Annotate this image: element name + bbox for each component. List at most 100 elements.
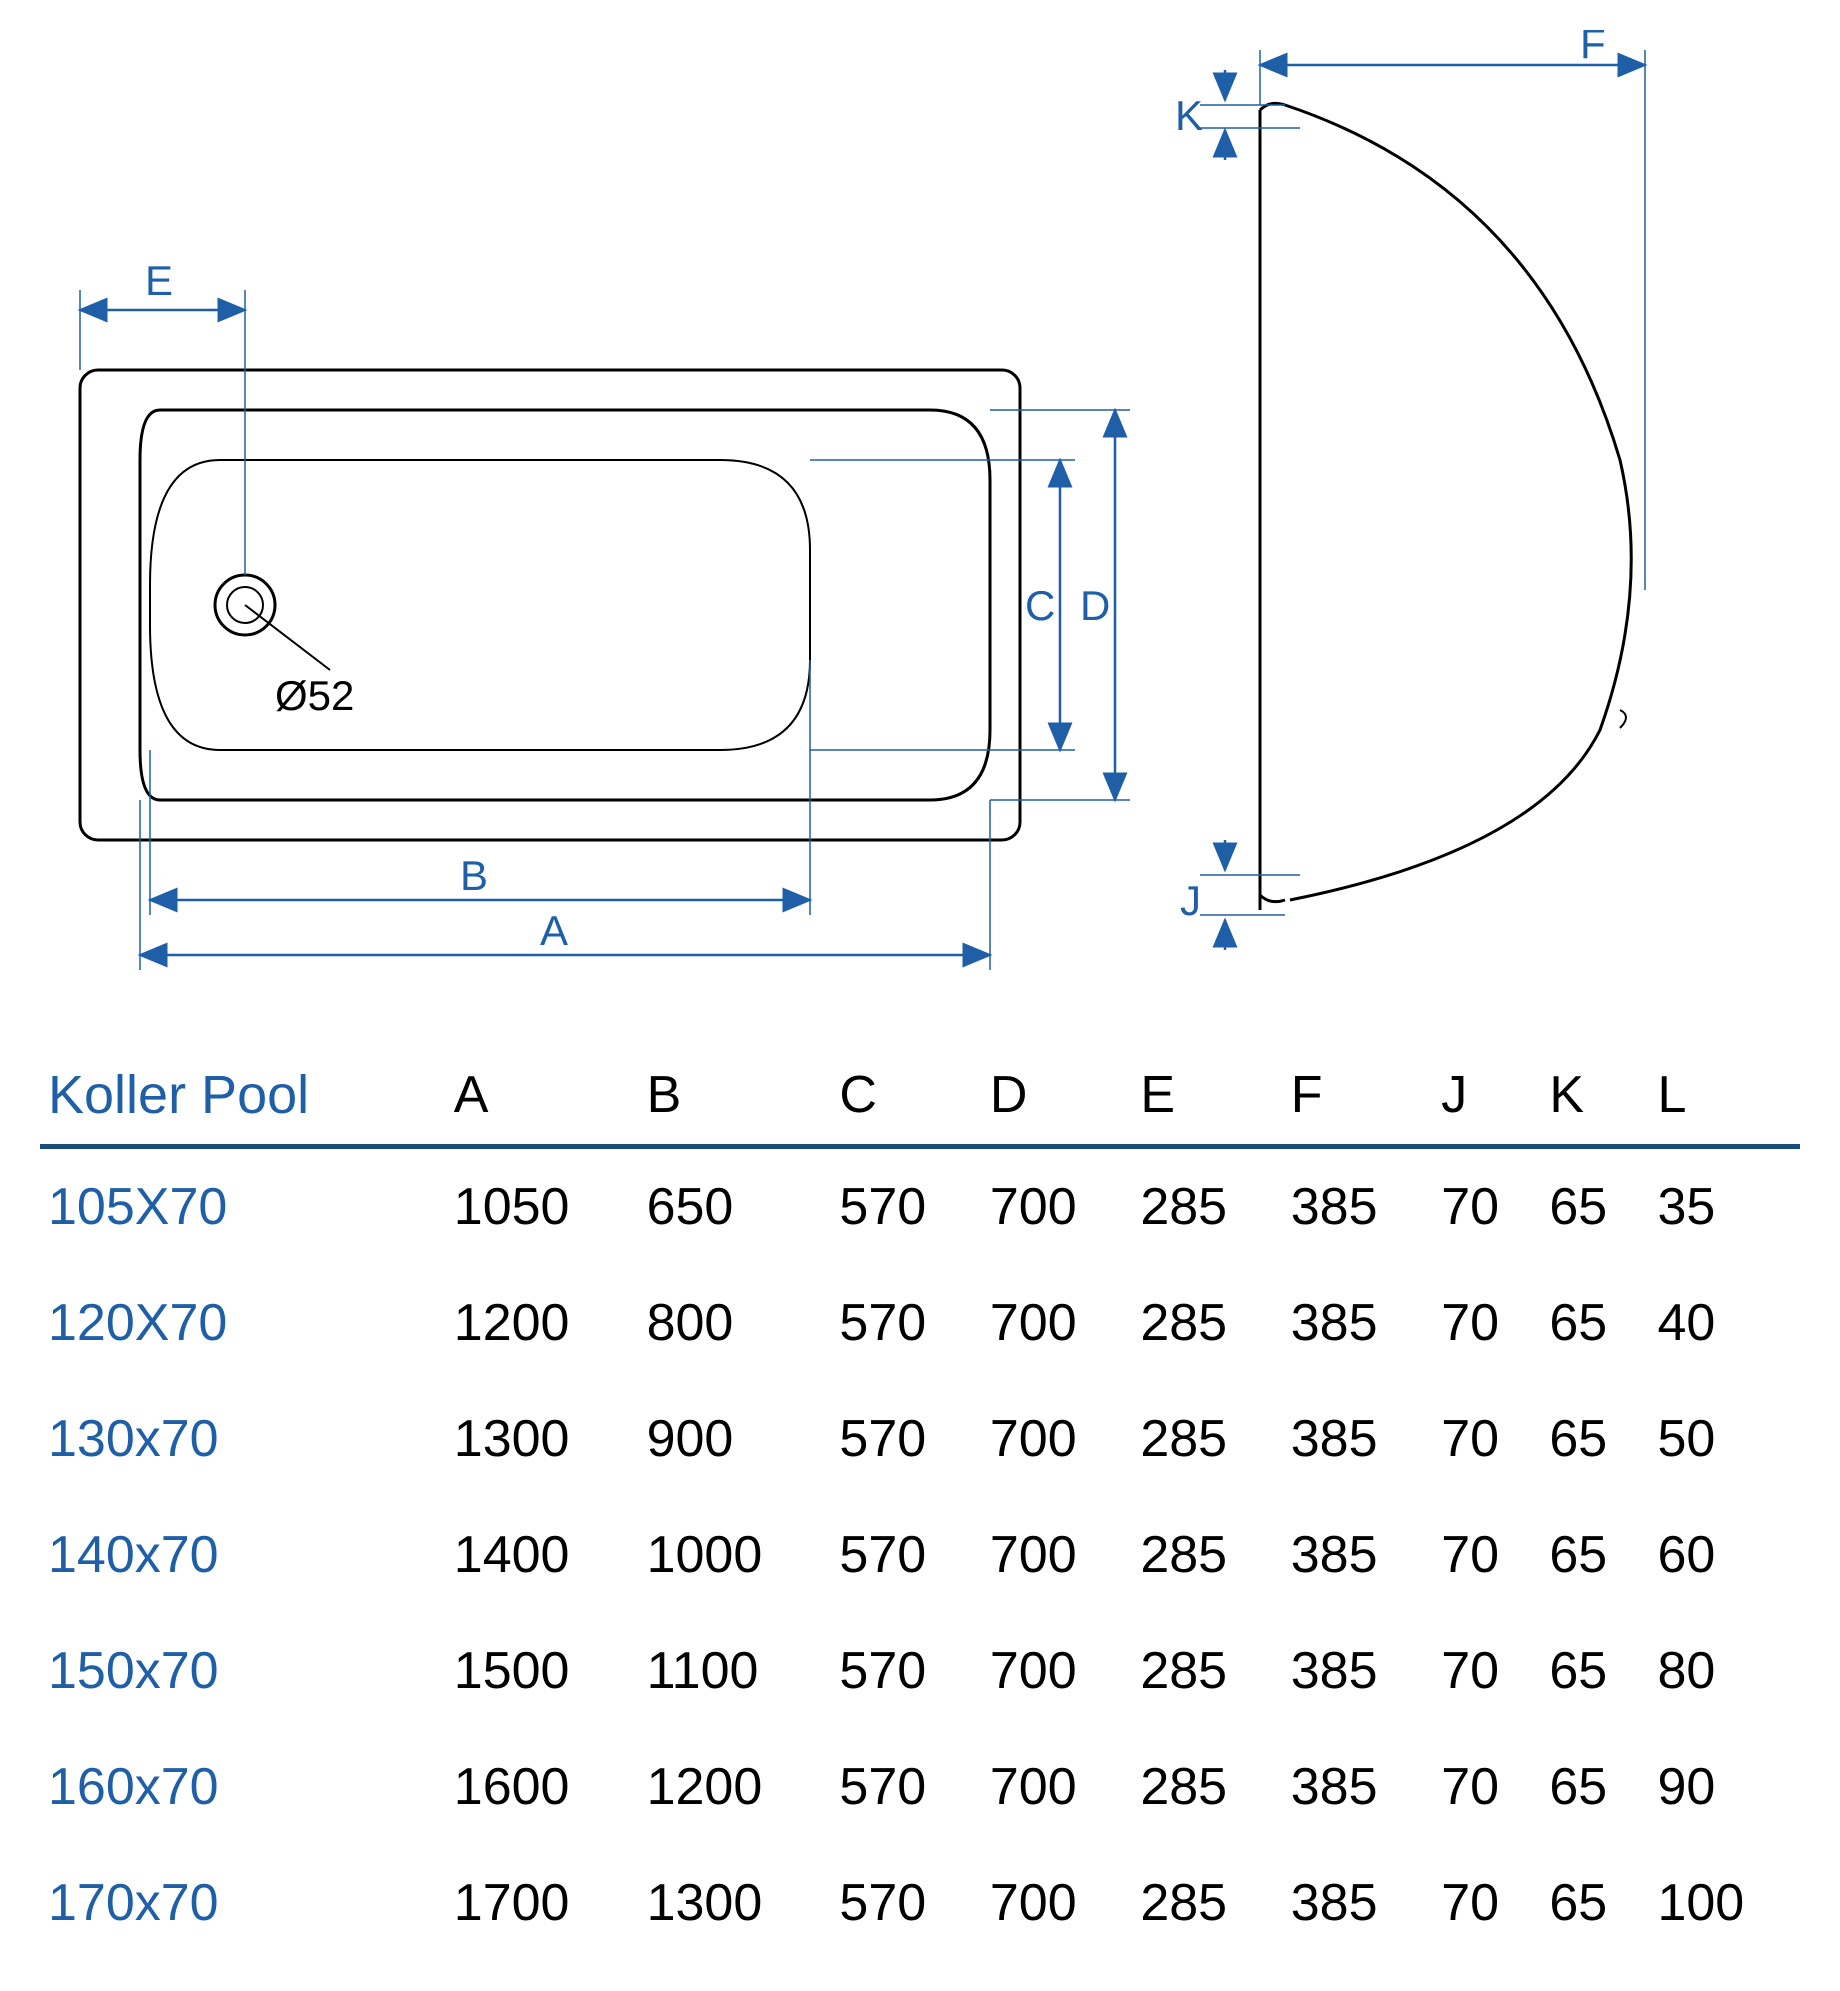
value-cell: 570 <box>831 1265 981 1381</box>
value-cell: 65 <box>1541 1147 1649 1266</box>
value-cell: 385 <box>1283 1147 1433 1266</box>
table-col-header: K <box>1541 1050 1649 1147</box>
value-cell: 570 <box>831 1845 981 1961</box>
table-col-header: D <box>982 1050 1132 1147</box>
value-cell: 650 <box>639 1147 832 1266</box>
value-cell: 65 <box>1541 1729 1649 1845</box>
value-cell: 570 <box>831 1381 981 1497</box>
value-cell: 70 <box>1433 1147 1541 1266</box>
value-cell: 570 <box>831 1147 981 1266</box>
value-cell: 35 <box>1649 1147 1800 1266</box>
value-cell: 70 <box>1433 1265 1541 1381</box>
table-col-header: E <box>1132 1050 1282 1147</box>
value-cell: 570 <box>831 1497 981 1613</box>
value-cell: 65 <box>1541 1845 1649 1961</box>
dim-label-a: A <box>540 907 568 954</box>
value-cell: 385 <box>1283 1729 1433 1845</box>
value-cell: 90 <box>1649 1729 1800 1845</box>
dim-label-c: C <box>1025 582 1055 629</box>
value-cell: 385 <box>1283 1265 1433 1381</box>
dimensions-table: Koller Pool ABCDEFJKL 105X70105065057070… <box>40 1050 1800 1961</box>
value-cell: 700 <box>982 1497 1132 1613</box>
model-cell: 150x70 <box>40 1613 446 1729</box>
value-cell: 60 <box>1649 1497 1800 1613</box>
value-cell: 50 <box>1649 1381 1800 1497</box>
tub-inner-basin <box>150 460 810 750</box>
dim-label-d: D <box>1080 582 1110 629</box>
model-cell: 120X70 <box>40 1265 446 1381</box>
value-cell: 1000 <box>639 1497 832 1613</box>
model-cell: 130x70 <box>40 1381 446 1497</box>
value-cell: 65 <box>1541 1497 1649 1613</box>
bathtub-drawing-svg: Ø52 E B A C D F K J <box>40 30 1800 1030</box>
technical-diagram: Ø52 E B A C D F K J <box>40 30 1800 1030</box>
tub-outer-basin <box>140 410 990 800</box>
value-cell: 1200 <box>639 1729 832 1845</box>
value-cell: 65 <box>1541 1613 1649 1729</box>
value-cell: 70 <box>1433 1497 1541 1613</box>
value-cell: 1050 <box>446 1147 639 1266</box>
value-cell: 1400 <box>446 1497 639 1613</box>
drain-diameter-label: Ø52 <box>275 672 354 719</box>
value-cell: 570 <box>831 1613 981 1729</box>
value-cell: 285 <box>1132 1613 1282 1729</box>
table-col-header: L <box>1649 1050 1800 1147</box>
table-col-header: F <box>1283 1050 1433 1147</box>
value-cell: 70 <box>1433 1613 1541 1729</box>
side-view <box>1260 103 1631 910</box>
value-cell: 285 <box>1132 1845 1282 1961</box>
value-cell: 1100 <box>639 1613 832 1729</box>
dim-label-e: E <box>145 257 173 304</box>
value-cell: 1300 <box>446 1381 639 1497</box>
value-cell: 700 <box>982 1729 1132 1845</box>
value-cell: 65 <box>1541 1265 1649 1381</box>
value-cell: 700 <box>982 1147 1132 1266</box>
table-row: 105X701050650570700285385706535 <box>40 1147 1800 1266</box>
value-cell: 285 <box>1132 1265 1282 1381</box>
value-cell: 1500 <box>446 1613 639 1729</box>
table-title: Koller Pool <box>40 1050 446 1147</box>
dim-label-f: F <box>1580 30 1606 67</box>
table-row: 160x7016001200570700285385706590 <box>40 1729 1800 1845</box>
value-cell: 285 <box>1132 1729 1282 1845</box>
table-col-header: A <box>446 1050 639 1147</box>
value-cell: 285 <box>1132 1381 1282 1497</box>
value-cell: 40 <box>1649 1265 1800 1381</box>
value-cell: 1300 <box>639 1845 832 1961</box>
value-cell: 700 <box>982 1613 1132 1729</box>
value-cell: 80 <box>1649 1613 1800 1729</box>
value-cell: 385 <box>1283 1381 1433 1497</box>
table-row: 170x70170013005707002853857065100 <box>40 1845 1800 1961</box>
value-cell: 285 <box>1132 1497 1282 1613</box>
model-cell: 170x70 <box>40 1845 446 1961</box>
value-cell: 100 <box>1649 1845 1800 1961</box>
value-cell: 385 <box>1283 1613 1433 1729</box>
value-cell: 285 <box>1132 1147 1282 1266</box>
table-col-header: B <box>639 1050 832 1147</box>
value-cell: 70 <box>1433 1729 1541 1845</box>
value-cell: 1700 <box>446 1845 639 1961</box>
value-cell: 700 <box>982 1265 1132 1381</box>
table-row: 130x701300900570700285385706550 <box>40 1381 1800 1497</box>
value-cell: 65 <box>1541 1381 1649 1497</box>
model-cell: 105X70 <box>40 1147 446 1266</box>
value-cell: 385 <box>1283 1497 1433 1613</box>
table-row: 140x7014001000570700285385706560 <box>40 1497 1800 1613</box>
dim-label-k: K <box>1175 92 1203 139</box>
value-cell: 70 <box>1433 1381 1541 1497</box>
dim-label-b: B <box>460 852 488 899</box>
table-row: 120X701200800570700285385706540 <box>40 1265 1800 1381</box>
dim-label-j: J <box>1180 877 1201 924</box>
side-profile <box>1285 105 1631 900</box>
table-row: 150x7015001100570700285385706580 <box>40 1613 1800 1729</box>
model-cell: 160x70 <box>40 1729 446 1845</box>
tub-outer-rect <box>80 370 1020 840</box>
table-col-header: C <box>831 1050 981 1147</box>
value-cell: 1600 <box>446 1729 639 1845</box>
value-cell: 700 <box>982 1845 1132 1961</box>
table-col-header: J <box>1433 1050 1541 1147</box>
value-cell: 700 <box>982 1381 1132 1497</box>
value-cell: 1200 <box>446 1265 639 1381</box>
value-cell: 900 <box>639 1381 832 1497</box>
value-cell: 800 <box>639 1265 832 1381</box>
